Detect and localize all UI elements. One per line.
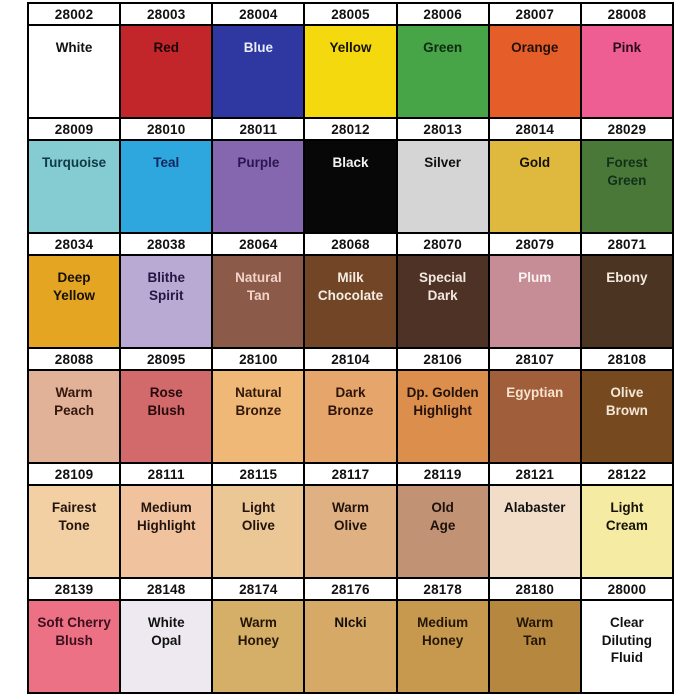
swatch-cell-28178: Medium Honey (397, 601, 488, 692)
swatch-cell-28008: Pink (581, 26, 672, 117)
code-cell-28176: 28176 (305, 579, 396, 599)
code-cell-28008: 28008 (581, 4, 672, 24)
code-cell-28095: 28095 (121, 349, 212, 369)
swatch-cell-28108: Olive Brown (581, 371, 672, 462)
code-cell-28034: 28034 (29, 234, 120, 254)
code-cell-28003: 28003 (121, 4, 212, 24)
code-cell-28002: 28002 (29, 4, 120, 24)
swatch-cell-28107: Egyptian (489, 371, 580, 462)
code-cell-28121: 28121 (489, 464, 580, 484)
code-cell-28119: 28119 (397, 464, 488, 484)
code-cell-28029: 28029 (581, 119, 672, 139)
code-cell-28088: 28088 (29, 349, 120, 369)
swatch-cell-28079: Plum (489, 256, 580, 347)
swatch-cell-28111: Medium Highlight (121, 486, 212, 577)
code-cell-28070: 28070 (397, 234, 488, 254)
swatch-cell-28005: Yellow (305, 26, 396, 117)
swatch-cell-28010: Teal (121, 141, 212, 232)
code-cell-28011: 28011 (213, 119, 304, 139)
swatch-cell-28122: Light Cream (581, 486, 672, 577)
swatch-cell-28034: Deep Yellow (29, 256, 120, 347)
swatch-cell-28000: Clear Diluting Fluid (581, 601, 672, 692)
swatch-cell-28121: Alabaster (489, 486, 580, 577)
swatch-cell-28104: Dark Bronze (305, 371, 396, 462)
code-cell-28005: 28005 (305, 4, 396, 24)
swatch-cell-28012: Black (305, 141, 396, 232)
swatch-cell-28139: Soft Cherry Blush (29, 601, 120, 692)
color-chart-grid: 28002 28003 28004 28005 28006 28007 28008 White… (27, 2, 674, 694)
swatch-cell-28006: Green (397, 26, 488, 117)
swatch-cell-28117: Warm Olive (305, 486, 396, 577)
code-cell-28108: 28108 (581, 349, 672, 369)
swatch-cell-28003: Red (121, 26, 212, 117)
code-cell-28006: 28006 (397, 4, 488, 24)
code-cell-28007: 28007 (489, 4, 580, 24)
swatch-cell-28068: Milk Chocolate (305, 256, 396, 347)
code-cell-28109: 28109 (29, 464, 120, 484)
swatch-cell-28095: Rose Blush (121, 371, 212, 462)
swatch-cell-28029: Forest Green (581, 141, 672, 232)
code-cell-28064: 28064 (213, 234, 304, 254)
code-cell-28000: 28000 (581, 579, 672, 599)
swatch-cell-28119: Old Age (397, 486, 488, 577)
code-cell-28122: 28122 (581, 464, 672, 484)
swatch-cell-28180: Warm Tan (489, 601, 580, 692)
code-cell-28117: 28117 (305, 464, 396, 484)
swatch-cell-28071: Ebony (581, 256, 672, 347)
swatch-cell-28038: Blithe Spirit (121, 256, 212, 347)
code-cell-28106: 28106 (397, 349, 488, 369)
swatch-cell-28009: Turquoise (29, 141, 120, 232)
code-cell-28079: 28079 (489, 234, 580, 254)
code-cell-28068: 28068 (305, 234, 396, 254)
code-cell-28139: 28139 (29, 579, 120, 599)
swatch-cell-28148: White Opal (121, 601, 212, 692)
swatch-cell-28064: Natural Tan (213, 256, 304, 347)
code-cell-28107: 28107 (489, 349, 580, 369)
code-cell-28014: 28014 (489, 119, 580, 139)
swatch-cell-28070: Special Dark (397, 256, 488, 347)
swatch-cell-28100: Natural Bronze (213, 371, 304, 462)
swatch-cell-28007: Orange (489, 26, 580, 117)
code-cell-28013: 28013 (397, 119, 488, 139)
code-cell-28100: 28100 (213, 349, 304, 369)
swatch-cell-28004: Blue (213, 26, 304, 117)
code-cell-28009: 28009 (29, 119, 120, 139)
code-cell-28178: 28178 (397, 579, 488, 599)
code-cell-28010: 28010 (121, 119, 212, 139)
code-cell-28115: 28115 (213, 464, 304, 484)
swatch-cell-28174: Warm Honey (213, 601, 304, 692)
swatch-cell-28011: Purple (213, 141, 304, 232)
code-cell-28180: 28180 (489, 579, 580, 599)
swatch-cell-28088: Warm Peach (29, 371, 120, 462)
code-cell-28038: 28038 (121, 234, 212, 254)
code-cell-28004: 28004 (213, 4, 304, 24)
code-cell-28174: 28174 (213, 579, 304, 599)
swatch-cell-28002: White (29, 26, 120, 117)
code-cell-28012: 28012 (305, 119, 396, 139)
swatch-cell-28176: NIcki (305, 601, 396, 692)
swatch-cell-28109: Fairest Tone (29, 486, 120, 577)
swatch-cell-28106: Dp. Golden Highlight (397, 371, 488, 462)
swatch-cell-28013: Silver (397, 141, 488, 232)
swatch-cell-28014: Gold (489, 141, 580, 232)
code-cell-28071: 28071 (581, 234, 672, 254)
swatch-cell-28115: Light Olive (213, 486, 304, 577)
code-cell-28104: 28104 (305, 349, 396, 369)
code-cell-28148: 28148 (121, 579, 212, 599)
code-cell-28111: 28111 (121, 464, 212, 484)
